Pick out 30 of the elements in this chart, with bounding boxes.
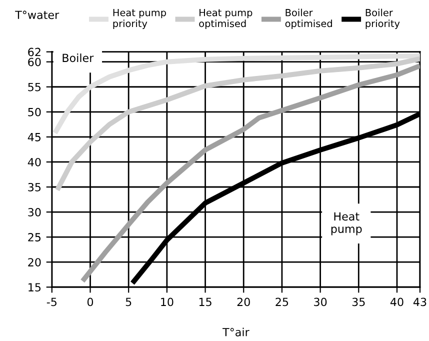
x-tick-label: 15	[199, 298, 212, 306]
x-axis-title: T°air	[222, 328, 250, 336]
y-axis-title: T°water	[15, 10, 60, 20]
y-tick-label: 50	[28, 108, 41, 116]
x-tick-label: -5	[46, 298, 56, 306]
y-tick-label: 30	[28, 208, 41, 216]
y-tick-label: 25	[28, 233, 41, 242]
legend-label: Heat pump optimised	[199, 9, 252, 30]
x-tick-label: 0	[87, 298, 94, 306]
y-tick-label: 45	[28, 133, 41, 142]
x-tick-label: 35	[352, 298, 365, 306]
y-tick-label: 15	[28, 283, 41, 292]
y-tick-label: 40	[28, 158, 41, 166]
x-tick-label: 43	[413, 298, 426, 306]
x-tick-label: 20	[237, 298, 250, 306]
x-tick-label: 10	[161, 298, 174, 306]
legend-label: Heat pump priority	[113, 9, 166, 30]
annotation: Heat pump	[331, 212, 362, 236]
legend-label: Boiler optimised	[285, 8, 332, 30]
x-tick-label: 25	[276, 298, 288, 306]
x-tick-label: 5	[126, 298, 132, 306]
y-tick-label: 55	[28, 82, 41, 92]
y-tick-label: 60	[28, 58, 41, 66]
x-tick-label: 40	[390, 298, 404, 306]
y-tick-label: 35	[28, 182, 41, 192]
x-tick-label: 30	[314, 298, 327, 306]
y-tick-label: 20	[28, 258, 41, 266]
y-tick-label: 62	[28, 48, 40, 56]
annotation: Boiler	[62, 54, 94, 62]
legend-label: Boiler priority	[366, 8, 400, 30]
